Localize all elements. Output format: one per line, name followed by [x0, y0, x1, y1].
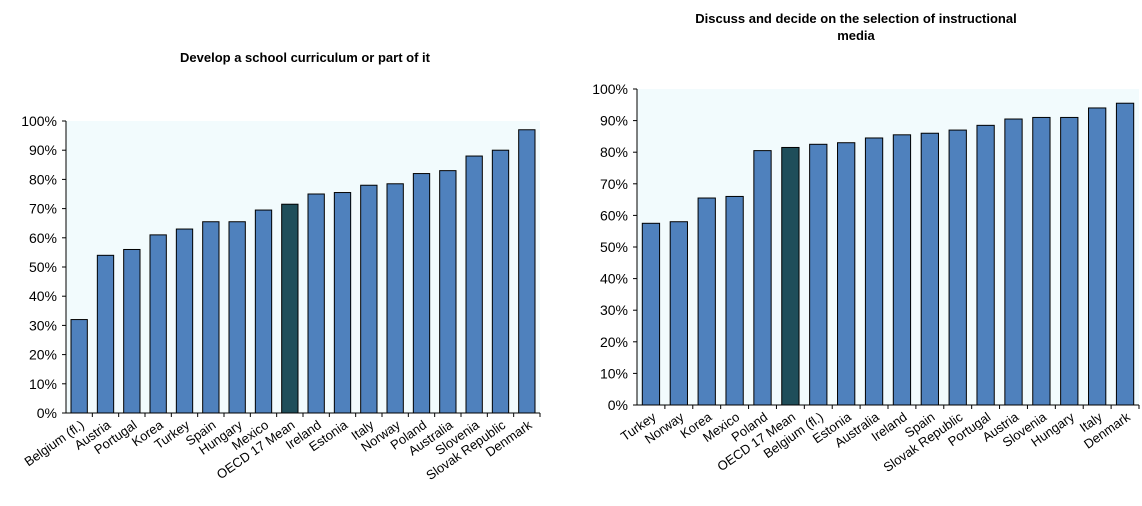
- bar-hungary: [228, 221, 246, 414]
- y-tick-label: 30%: [29, 317, 57, 333]
- bar-denmark: [1115, 102, 1135, 406]
- y-tick-label: 80%: [29, 171, 57, 187]
- bar-australia: [439, 170, 457, 414]
- bar-australia: [864, 137, 884, 406]
- bar-korea: [697, 197, 716, 406]
- bar-italy: [1088, 107, 1107, 406]
- y-tick-label: 10%: [29, 376, 57, 392]
- bar-chart-curriculum: 0%10%20%30%40%50%60%70%80%90%100%Belgium…: [21, 113, 541, 483]
- bar-korea: [149, 234, 167, 414]
- bar-slovak-republic: [491, 149, 510, 414]
- y-tick-label: 50%: [29, 259, 57, 275]
- y-tick-label: 20%: [600, 334, 628, 350]
- bar-poland: [412, 173, 431, 414]
- bar-belgium-fl: [70, 319, 88, 414]
- bar-belgium-fl: [809, 143, 828, 406]
- bar-spain: [202, 221, 220, 414]
- bar-ireland: [307, 193, 325, 414]
- plot-area: [66, 121, 540, 413]
- chart-title: Discuss and decide on the selection of i…: [695, 11, 1017, 43]
- bar-oecd-17-mean: [781, 146, 800, 406]
- chart-panel-curriculum: Develop a school curriculum or part of i…: [21, 50, 541, 483]
- y-tick-label: 40%: [600, 271, 628, 287]
- bar-austria: [1004, 118, 1023, 406]
- y-tick-label: 70%: [600, 176, 628, 192]
- bar-turkey: [175, 228, 194, 414]
- bar-portugal: [123, 248, 141, 414]
- y-tick-label: 10%: [600, 365, 628, 381]
- y-tick-label: 60%: [29, 230, 57, 246]
- bar-portugal: [976, 124, 995, 406]
- bar-norway: [669, 221, 688, 406]
- y-tick-label: 100%: [592, 81, 628, 97]
- chart-title: Develop a school curriculum or part of i…: [180, 50, 430, 65]
- y-tick-label: 90%: [29, 142, 57, 158]
- bar-slovak-republic: [948, 129, 967, 406]
- y-tick-label: 0%: [608, 397, 628, 413]
- bar-slovenia: [1032, 116, 1051, 406]
- y-tick-label: 0%: [37, 405, 57, 421]
- bar-poland: [753, 150, 772, 406]
- bar-slovenia: [465, 155, 483, 414]
- bar-spain: [920, 132, 939, 406]
- y-tick-label: 90%: [600, 113, 628, 129]
- bar-turkey: [641, 222, 661, 406]
- bar-estonia: [837, 142, 856, 406]
- bar-oecd-17-mean: [281, 203, 299, 414]
- y-tick-label: 70%: [29, 201, 57, 217]
- bar-hungary: [1060, 116, 1079, 406]
- y-tick-label: 60%: [600, 207, 628, 223]
- bar-austria: [96, 254, 115, 414]
- bar-ireland: [892, 134, 912, 406]
- bar-denmark: [518, 129, 536, 414]
- y-tick-label: 50%: [600, 239, 628, 255]
- y-tick-label: 40%: [29, 288, 57, 304]
- bar-norway: [386, 183, 404, 414]
- y-tick-label: 80%: [600, 144, 628, 160]
- y-tick-label: 100%: [21, 113, 57, 129]
- plot-area: [637, 89, 1139, 405]
- bar-mexico: [725, 195, 744, 406]
- bar-mexico: [254, 209, 273, 414]
- bar-estonia: [333, 192, 352, 414]
- y-tick-label: 20%: [29, 347, 57, 363]
- y-tick-label: 30%: [600, 302, 628, 318]
- bar-chart-instructional-media: 0%10%20%30%40%50%60%70%80%90%100%TurkeyN…: [592, 81, 1140, 475]
- bar-italy: [360, 184, 378, 414]
- chart-panel-instructional-media: Discuss and decide on the selection of i…: [571, 0, 1142, 506]
